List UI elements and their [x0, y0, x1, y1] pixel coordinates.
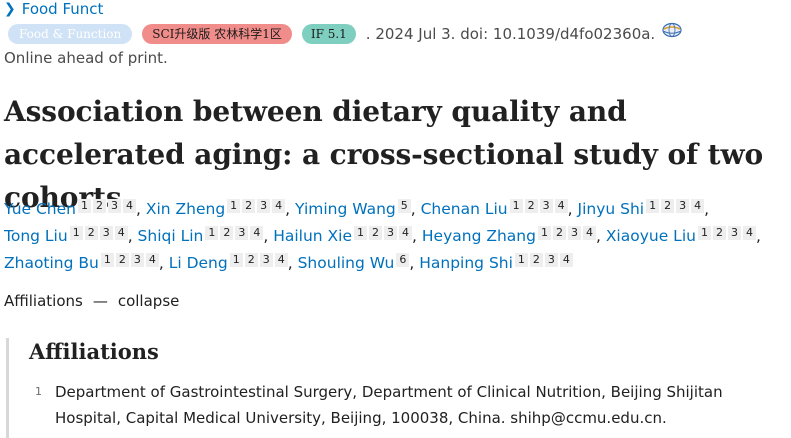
affiliation-ref-link[interactable]: 1 — [514, 253, 528, 267]
affiliation-ref-link[interactable]: 3 — [107, 199, 121, 213]
affiliation-ref-link[interactable]: 4 — [399, 226, 413, 240]
affiliation-ref-link[interactable]: 2 — [84, 226, 98, 240]
affiliation-ref-link[interactable]: 2 — [524, 199, 538, 213]
affiliation-ref-link[interactable]: 3 — [727, 226, 741, 240]
affiliation-ref-link[interactable]: 6 — [396, 253, 410, 267]
author-list: Yue Chen 1 2 3 4, Xin Zheng 1 2 3 4, Yiming Wang… — [4, 199, 761, 272]
affiliation-ref-link[interactable]: 1 — [229, 253, 243, 267]
affiliation-ref-link[interactable]: 2 — [242, 199, 256, 213]
affiliation-ref-link[interactable]: 4 — [122, 199, 136, 213]
affiliation-ref-link[interactable]: 1 — [69, 226, 83, 240]
affiliation-ref-link[interactable]: 4 — [691, 199, 705, 213]
author-item: Hailun Xie 1 2 3 4 — [273, 226, 413, 245]
author-name-link[interactable]: Yiming Wang — [295, 200, 396, 218]
author-name-link[interactable]: Chenan Liu — [420, 200, 508, 218]
author-name-link[interactable]: Xin Zheng — [145, 200, 226, 218]
author-name-link[interactable]: Hanping Shi — [419, 254, 513, 272]
affiliation-ref-link[interactable]: 5 — [397, 199, 411, 213]
author-item: Tong Liu 1 2 3 4 — [4, 226, 128, 245]
author-item: Heyang Zhang 1 2 3 4 — [421, 226, 596, 245]
author-name-link[interactable]: Zhaoting Bu — [4, 254, 99, 272]
affiliation-ref-link[interactable]: 2 — [369, 226, 383, 240]
author-name-link[interactable]: Shiqi Lin — [137, 227, 204, 245]
affiliation-ref-link[interactable]: 4 — [250, 226, 264, 240]
author-item: Li Deng 1 2 3 4 — [168, 253, 288, 272]
author-item: Yiming Wang 5 — [295, 199, 411, 218]
author-name-link[interactable]: Xiaoyue Liu — [605, 227, 696, 245]
affiliation-ref-link[interactable]: 3 — [676, 199, 690, 213]
author-item: Shiqi Lin 1 2 3 4 — [137, 226, 264, 245]
author-name-link[interactable]: Li Deng — [168, 254, 228, 272]
journal-name[interactable]: Food Funct — [21, 0, 104, 18]
author-item: Chenan Liu 1 2 3 4 — [420, 199, 568, 218]
author-name-link[interactable]: Jinyu Shi — [577, 200, 645, 218]
affiliation-ref-link[interactable]: 1 — [646, 199, 660, 213]
affiliation-ref-link[interactable]: 3 — [544, 253, 558, 267]
affiliation-ref-link[interactable]: 3 — [539, 199, 553, 213]
affiliation-text: Department of Gastrointestinal Surgery, … — [55, 383, 723, 427]
publication-status: Online ahead of print. — [4, 49, 168, 67]
affiliation-ref-link[interactable]: 4 — [582, 226, 596, 240]
author-item: Xiaoyue Liu 1 2 3 4 — [605, 226, 756, 245]
author-item: Hanping Shi 1 2 3 4 — [419, 253, 573, 272]
affiliation-ref-link[interactable]: 4 — [554, 199, 568, 213]
affiliation-ref-link[interactable]: 4 — [272, 199, 286, 213]
affiliation-ref-link[interactable]: 2 — [661, 199, 675, 213]
affiliation-ref-link[interactable]: 2 — [115, 253, 129, 267]
affiliations-toggle-label: Affiliations — [4, 292, 83, 310]
affiliation-ref-link[interactable]: 3 — [99, 226, 113, 240]
affiliation-ref-link[interactable]: 3 — [259, 253, 273, 267]
author-name-link[interactable]: Shouling Wu — [297, 254, 395, 272]
citation-text: . 2024 Jul 3. doi: 10.1039/d4fo02360a. — [365, 25, 656, 43]
author-name-link[interactable]: Tong Liu — [4, 227, 68, 245]
affiliation-item: 1 Department of Gastrointestinal Surgery… — [35, 379, 785, 431]
collapse-link[interactable]: collapse — [117, 292, 180, 310]
affiliation-ref-link[interactable]: 2 — [712, 226, 726, 240]
affiliation-ref-link[interactable]: 1 — [697, 226, 711, 240]
dash-icon: — — [92, 292, 108, 310]
affiliation-ref-link[interactable]: 1 — [77, 199, 91, 213]
chevron-right-icon: ❯ — [4, 1, 16, 17]
affiliation-ref-link[interactable]: 2 — [552, 226, 566, 240]
affiliation-ref-link[interactable]: 2 — [92, 199, 106, 213]
affiliation-ref-link[interactable]: 2 — [529, 253, 543, 267]
affiliation-ref-link[interactable]: 1 — [537, 226, 551, 240]
author-name-link[interactable]: Hailun Xie — [273, 227, 353, 245]
globe-icon[interactable] — [661, 22, 682, 38]
affiliation-ref-link[interactable]: 1 — [354, 226, 368, 240]
affiliation-ref-link[interactable]: 1 — [205, 226, 219, 240]
affiliation-ref-link[interactable]: 2 — [220, 226, 234, 240]
affiliation-ref-link[interactable]: 3 — [257, 199, 271, 213]
author-name-link[interactable]: Yue Chen — [4, 200, 76, 218]
author-item: Zhaoting Bu 1 2 3 4 — [4, 253, 159, 272]
affiliation-number: 1 — [35, 385, 42, 398]
author-item: Yue Chen 1 2 3 4 — [4, 199, 136, 218]
affiliation-ref-link[interactable]: 3 — [384, 226, 398, 240]
author-item: Jinyu Shi 1 2 3 4 — [577, 199, 705, 218]
journal-link[interactable]: ❯ Food Funct — [4, 0, 103, 18]
affiliation-ref-link[interactable]: 4 — [559, 253, 573, 267]
affiliation-ref-link[interactable]: 3 — [235, 226, 249, 240]
affiliations-heading: Affiliations — [29, 339, 159, 364]
affiliation-ref-link[interactable]: 1 — [227, 199, 241, 213]
impact-factor-badge: IF 5.1 — [301, 24, 356, 44]
affiliation-ref-link[interactable]: 1 — [100, 253, 114, 267]
affiliations-panel: Affiliations 1 Department of Gastrointes… — [6, 338, 791, 438]
badges-row: Food & Function SCI升级版 农林科学1区 IF 5.1 . 2… — [8, 22, 682, 45]
affiliation-ref-link[interactable]: 3 — [130, 253, 144, 267]
affiliations-toggle[interactable]: Affiliations — collapse — [4, 292, 179, 310]
affiliation-ref-link[interactable]: 4 — [114, 226, 128, 240]
author-item: Shouling Wu 6 — [297, 253, 410, 272]
author-item: Xin Zheng 1 2 3 4 — [145, 199, 286, 218]
affiliation-ref-link[interactable]: 4 — [742, 226, 756, 240]
affiliation-ref-link[interactable]: 2 — [244, 253, 258, 267]
journal-badge[interactable]: Food & Function — [8, 24, 133, 44]
affiliation-ref-link[interactable]: 1 — [509, 199, 523, 213]
affiliation-ref-link[interactable]: 4 — [145, 253, 159, 267]
affiliation-ref-link[interactable]: 3 — [567, 226, 581, 240]
sci-badge: SCI升级版 农林科学1区 — [142, 24, 292, 44]
affiliation-ref-link[interactable]: 4 — [274, 253, 288, 267]
author-name-link[interactable]: Heyang Zhang — [421, 227, 536, 245]
